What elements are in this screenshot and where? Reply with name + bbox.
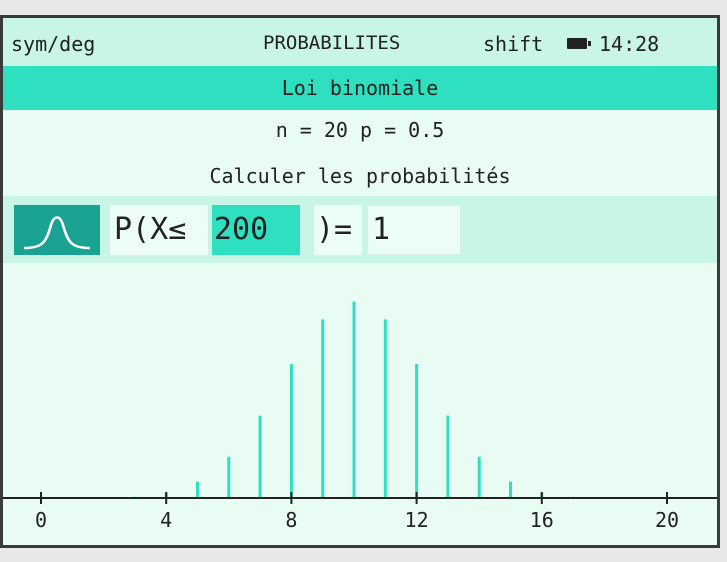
probability-result[interactable]: 1 [367,205,461,255]
bell-curve-icon [23,216,91,250]
bar-9 [321,319,325,498]
bar-8 [289,364,293,498]
app-title: PROBABILITES [263,32,401,54]
page-title: Loi binomiale [3,66,717,110]
binomial-distribution-chart: 0 4 8 12 16 20 [3,301,717,532]
bar-13 [446,415,450,498]
calculate-probabilities-label: Calculer les probabilités [209,164,511,188]
k-value-input[interactable]: 200 [212,205,300,255]
x-tick-label: 20 [655,508,679,532]
bar-5 [196,481,199,498]
bar-10 [352,301,356,498]
battery-icon [567,38,591,49]
bar-6 [227,456,231,498]
status-bar: sym/deg PROBABILITES shift 14:28 [3,18,717,66]
angle-mode: sym/deg [11,32,96,56]
bar-11 [383,319,387,498]
probability-calculation-row: P(X≤ 200 )= 1 [3,196,717,263]
probability-suffix: )= [314,205,362,255]
bar-14 [477,456,481,498]
bar-7 [258,415,262,498]
calculator-screen: sym/deg PROBABILITES shift 14:28 Loi bin… [0,15,720,548]
clock: 14:28 [599,32,660,56]
x-tick-label: 0 [35,508,47,532]
distribution-parameters: n = 20 p = 0.5 [275,118,445,142]
x-tick-label: 12 [405,508,429,532]
shift-indicator: shift [483,32,544,56]
bar-15 [509,481,512,498]
x-tick-label: 8 [285,508,297,532]
x-tick-label: 4 [160,508,172,532]
bar-12 [415,364,419,498]
probability-prefix: P(X≤ [110,205,208,255]
distribution-type-button[interactable] [14,205,100,255]
x-tick-label: 16 [530,508,554,532]
